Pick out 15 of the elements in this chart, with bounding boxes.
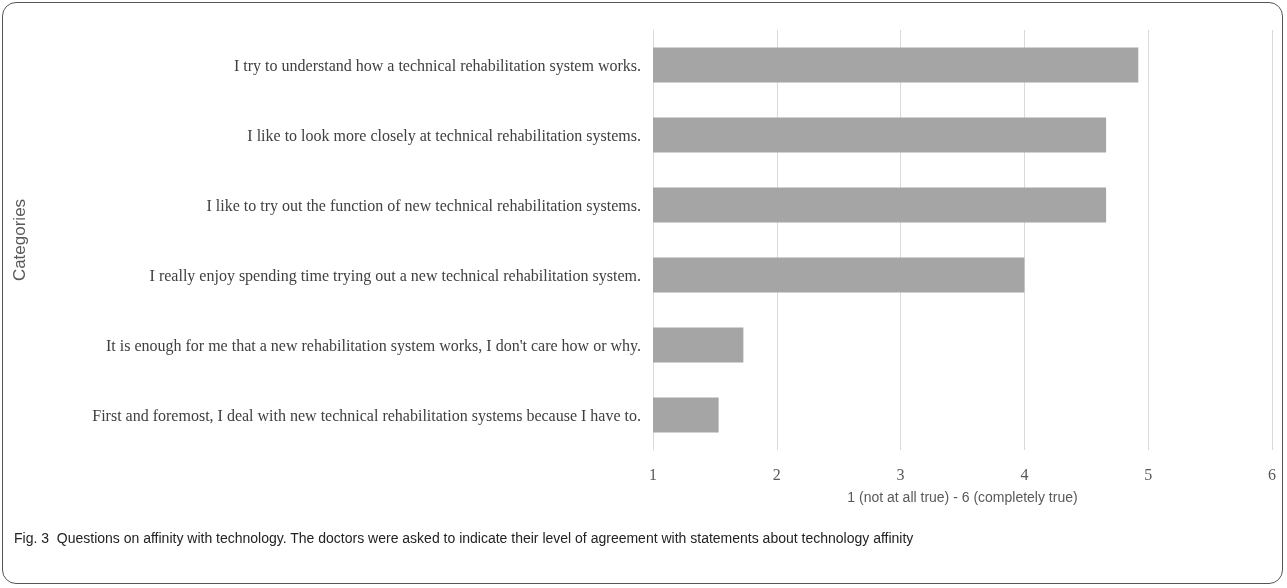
x-tick-label: 5 <box>1144 465 1153 483</box>
caption: Fig. 3 Questions on affinity with technology. The doctors were asked to indicate their level of agreement with statements about technology affinity <box>14 529 914 546</box>
x-axis-title: 1 (not at all true) - 6 (completely true) <box>847 489 1078 505</box>
y-tick-label: I like to try out the function of new technical rehabilitation systems. <box>206 196 641 215</box>
x-tick-label: 1 <box>649 465 657 483</box>
y-axis-title: Categories <box>10 198 29 282</box>
y-tick-label: It is enough for me that a new rehabilitation system works, I don't care how or why. <box>105 336 641 355</box>
y-tick-label: First and foremost, I deal with new technical rehabilitation systems because I have to. <box>92 406 641 425</box>
x-tick-label: 4 <box>1020 465 1029 483</box>
y-tick-label: I really enjoy spending time trying out a new technical rehabilitation system. <box>149 266 641 285</box>
x-tick-label: 2 <box>772 465 781 483</box>
x-tick-label: 3 <box>896 465 905 483</box>
y-tick-label: I like to look more closely at technical rehabilitation systems. <box>247 126 641 145</box>
y-tick-label: I try to understand how a technical rehabilitation system works. <box>233 56 641 75</box>
x-tick-label: 6 <box>1268 465 1276 483</box>
